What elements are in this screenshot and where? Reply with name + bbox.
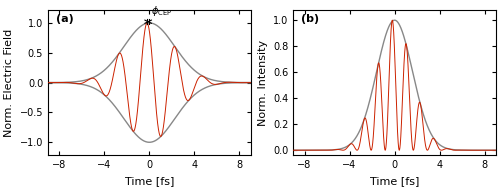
Text: $\phi_\mathrm{CEP}$: $\phi_\mathrm{CEP}$	[151, 4, 172, 18]
Text: (b): (b)	[302, 14, 320, 24]
X-axis label: Time [fs]: Time [fs]	[370, 176, 420, 186]
Text: (a): (a)	[56, 14, 74, 24]
Y-axis label: Norm. Electric Field: Norm. Electric Field	[4, 28, 14, 137]
X-axis label: Time [fs]: Time [fs]	[124, 176, 174, 186]
Y-axis label: Norm. Intensity: Norm. Intensity	[258, 40, 268, 126]
